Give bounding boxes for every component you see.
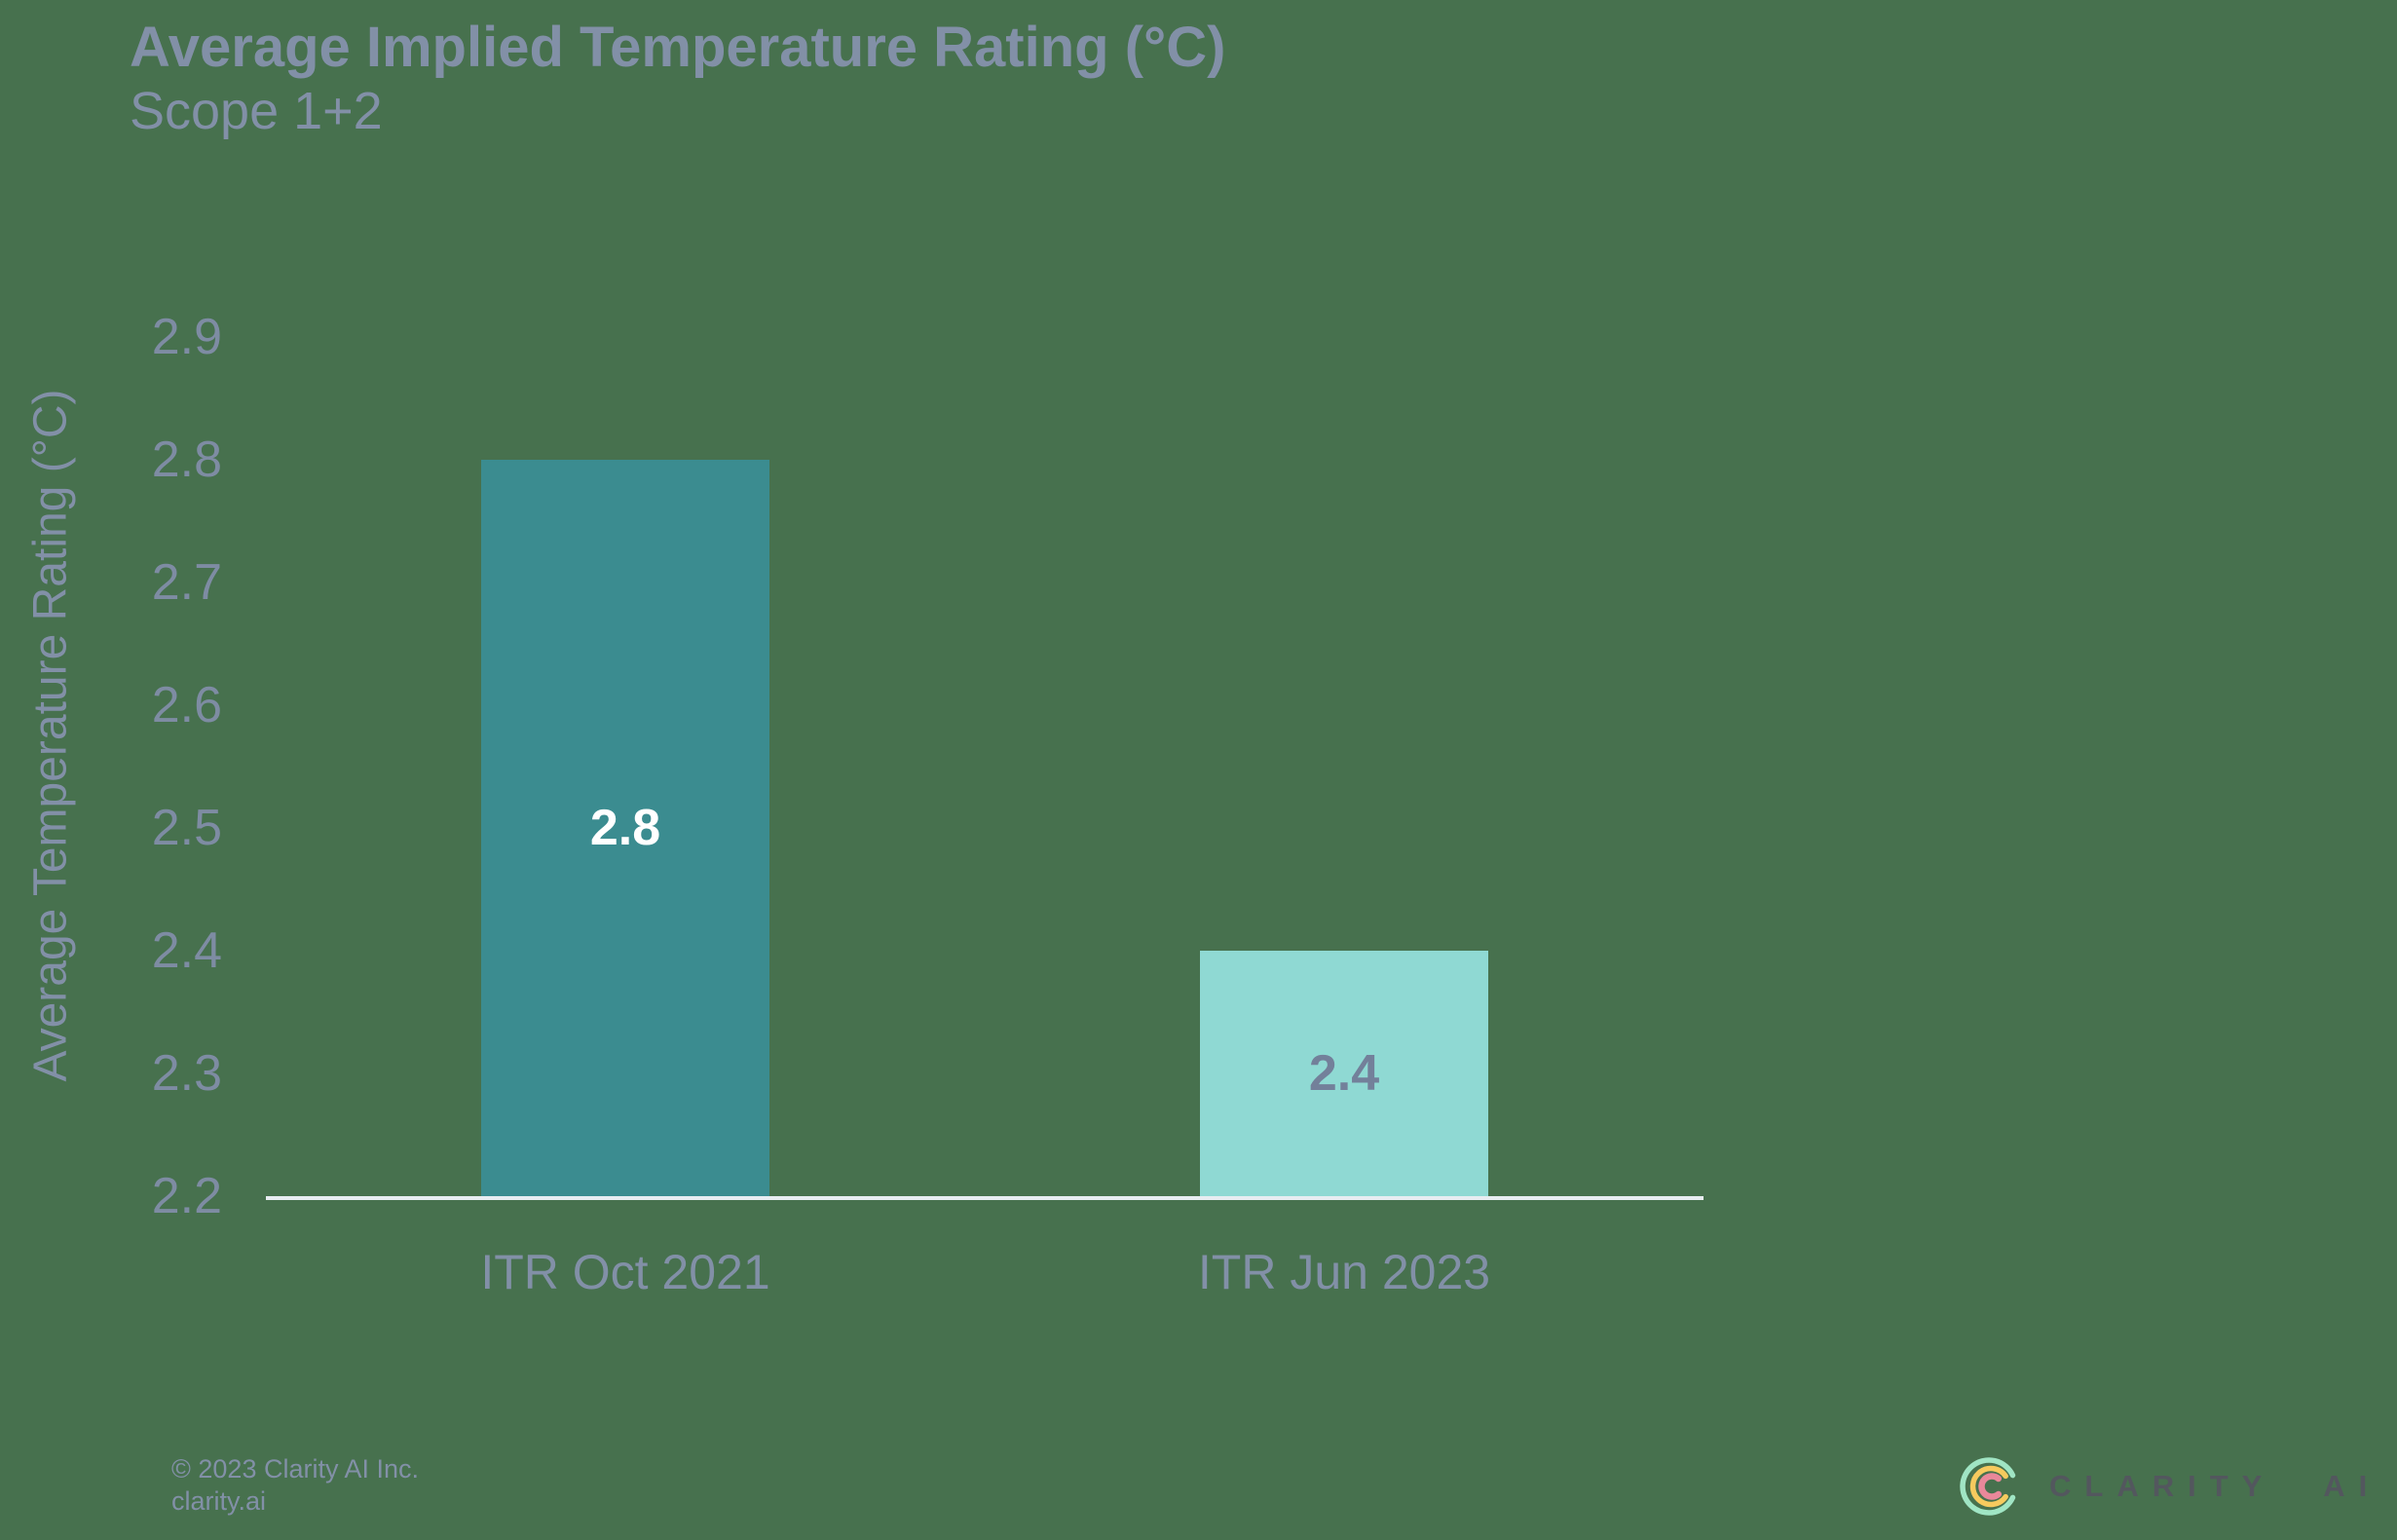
y-tick-label: 2.9: [151, 309, 222, 365]
x-tick-label: ITR Jun 2023: [1197, 1245, 1491, 1299]
brand-lockup: CLARITY AI: [1960, 1455, 2380, 1518]
clarity-ai-logo-icon: [1960, 1457, 2016, 1516]
bar-itr-oct-2021: 2.8: [481, 460, 769, 1196]
x-tick-label: ITR Oct 2021: [480, 1245, 770, 1299]
y-tick-label: 2.5: [151, 800, 222, 856]
y-tick-label: 2.2: [151, 1168, 222, 1224]
bar-itr-jun-2023: 2.4: [1200, 951, 1488, 1196]
chart-title: Average Implied Temperature Rating (°C): [130, 16, 1226, 79]
bar-value-label: 2.4: [1308, 1045, 1380, 1102]
y-tick-label: 2.7: [151, 554, 222, 611]
x-axis-line: [266, 1196, 1704, 1200]
y-tick-label: 2.8: [151, 432, 222, 488]
brand-text: CLARITY AI: [2049, 1469, 2381, 1503]
bar-value-label: 2.8: [589, 800, 661, 856]
website-text: clarity.ai: [171, 1486, 267, 1516]
chart-subtitle: Scope 1+2: [130, 82, 383, 140]
y-tick-label: 2.4: [151, 922, 222, 979]
copyright-text: © 2023 Clarity AI Inc.: [171, 1454, 420, 1484]
y-tick-label: 2.6: [151, 677, 222, 733]
footer: © 2023 Clarity AI Inc. clarity.ai: [171, 1453, 419, 1518]
y-tick-label: 2.3: [151, 1045, 222, 1102]
